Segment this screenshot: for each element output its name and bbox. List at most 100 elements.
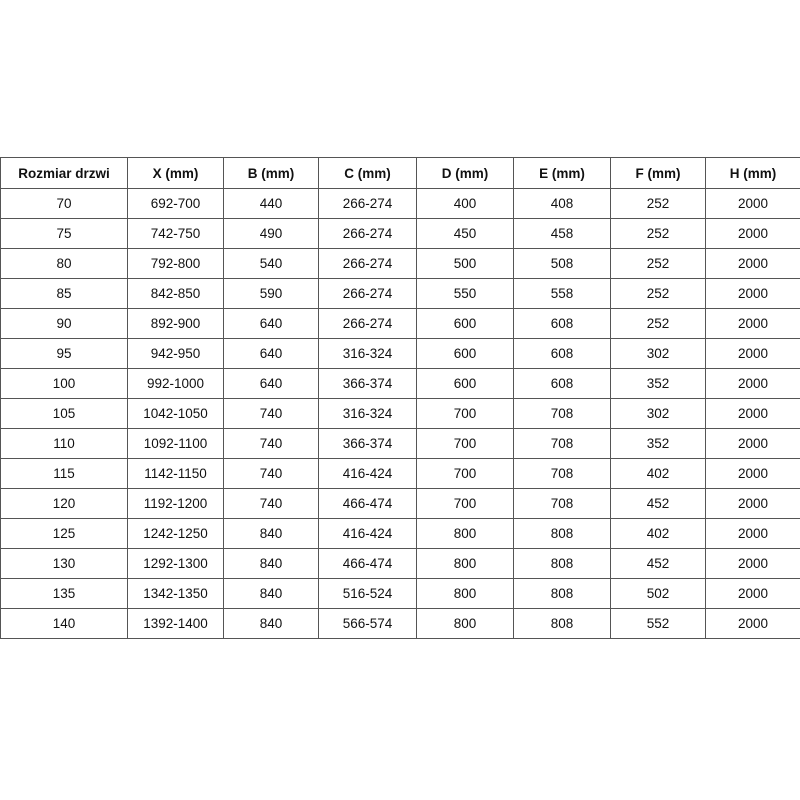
table-cell: 2000 [705, 608, 800, 639]
table-cell: 740 [223, 428, 319, 459]
table-cell: 2000 [705, 548, 800, 579]
table-cell: 302 [610, 338, 706, 369]
table-cell: 840 [223, 608, 319, 639]
table-cell: 402 [610, 458, 706, 489]
table-cell: 740 [223, 398, 319, 429]
table-cell: 1292-1300 [127, 548, 224, 579]
table-cell: 75 [0, 218, 128, 249]
table-cell: 140 [0, 608, 128, 639]
table-cell: 1192-1200 [127, 488, 224, 519]
table-cell: 842-850 [127, 278, 224, 309]
table-row: 75 742-750 490 266-274 450 458 252 2000 [0, 218, 800, 249]
table-cell: 266-274 [318, 278, 417, 309]
table-cell: 708 [513, 488, 611, 519]
table-cell: 402 [610, 518, 706, 549]
table-cell: 692-700 [127, 188, 224, 219]
column-header: H (mm) [705, 157, 800, 189]
table-cell: 1342-1350 [127, 578, 224, 609]
table-cell: 840 [223, 578, 319, 609]
table-cell: 266-274 [318, 308, 417, 339]
table-row: 135 1342-1350 840 516-524 800 808 502 2000 [0, 578, 800, 609]
table-cell: 130 [0, 548, 128, 579]
table-cell: 366-374 [318, 368, 417, 399]
table-cell: 508 [513, 248, 611, 279]
table-cell: 90 [0, 308, 128, 339]
table-cell: 942-950 [127, 338, 224, 369]
table-cell: 100 [0, 368, 128, 399]
table-cell: 452 [610, 488, 706, 519]
table-row: 80 792-800 540 266-274 500 508 252 2000 [0, 248, 800, 279]
table-cell: 450 [416, 218, 514, 249]
table-cell: 590 [223, 278, 319, 309]
table-cell: 840 [223, 548, 319, 579]
table-cell: 408 [513, 188, 611, 219]
table-cell: 608 [513, 368, 611, 399]
table-cell: 540 [223, 248, 319, 279]
table-cell: 708 [513, 398, 611, 429]
table-cell: 708 [513, 458, 611, 489]
table-row: 125 1242-1250 840 416-424 800 808 402 2000 [0, 518, 800, 549]
table-cell: 316-324 [318, 398, 417, 429]
table-cell: 110 [0, 428, 128, 459]
header-row: Rozmiar drzwi X (mm) B (mm) C (mm) D (mm) E (… [0, 157, 800, 189]
table-cell: 400 [416, 188, 514, 219]
table-cell: 85 [0, 278, 128, 309]
table-cell: 266-274 [318, 248, 417, 279]
column-header: D (mm) [416, 157, 514, 189]
table-cell: 452 [610, 548, 706, 579]
column-header: Rozmiar drzwi [0, 157, 128, 189]
table-row: 95 942-950 640 316-324 600 608 302 2000 [0, 338, 800, 369]
table-cell: 1042-1050 [127, 398, 224, 429]
table-row: 130 1292-1300 840 466-474 800 808 452 2000 [0, 548, 800, 579]
table-cell: 558 [513, 278, 611, 309]
table-cell: 800 [416, 548, 514, 579]
table-row: 90 892-900 640 266-274 600 608 252 2000 [0, 308, 800, 339]
table-cell: 2000 [705, 368, 800, 399]
table-cell: 125 [0, 518, 128, 549]
table-cell: 316-324 [318, 338, 417, 369]
table-cell: 2000 [705, 248, 800, 279]
table-cell: 1242-1250 [127, 518, 224, 549]
table-cell: 440 [223, 188, 319, 219]
table-cell: 608 [513, 308, 611, 339]
table-row: 100 992-1000 640 366-374 600 608 352 2000 [0, 368, 800, 399]
table-cell: 366-374 [318, 428, 417, 459]
table-cell: 808 [513, 548, 611, 579]
table-cell: 2000 [705, 278, 800, 309]
table-cell: 2000 [705, 458, 800, 489]
table-cell: 120 [0, 488, 128, 519]
table-row: 70 692-700 440 266-274 400 408 252 2000 [0, 188, 800, 219]
table-cell: 1142-1150 [127, 458, 224, 489]
table-cell: 700 [416, 428, 514, 459]
table-cell: 708 [513, 428, 611, 459]
table-cell: 640 [223, 308, 319, 339]
table-cell: 792-800 [127, 248, 224, 279]
table-cell: 600 [416, 368, 514, 399]
table-cell: 266-274 [318, 218, 417, 249]
table-cell: 700 [416, 398, 514, 429]
table-cell: 808 [513, 608, 611, 639]
table-cell: 252 [610, 188, 706, 219]
table-cell: 252 [610, 218, 706, 249]
table-cell: 2000 [705, 578, 800, 609]
table-cell: 70 [0, 188, 128, 219]
table-cell: 2000 [705, 488, 800, 519]
table-cell: 800 [416, 608, 514, 639]
column-header: C (mm) [318, 157, 417, 189]
dimensions-table: Rozmiar drzwi X (mm) B (mm) C (mm) D (mm) E (… [0, 157, 800, 639]
table-cell: 95 [0, 338, 128, 369]
table-cell: 700 [416, 488, 514, 519]
table-cell: 466-474 [318, 548, 417, 579]
column-header: X (mm) [127, 157, 224, 189]
table-cell: 2000 [705, 308, 800, 339]
table-cell: 742-750 [127, 218, 224, 249]
table-cell: 490 [223, 218, 319, 249]
table-row: 105 1042-1050 740 316-324 700 708 302 2000 [0, 398, 800, 429]
table-cell: 266-274 [318, 188, 417, 219]
table-cell: 700 [416, 458, 514, 489]
table-cell: 2000 [705, 518, 800, 549]
table-cell: 808 [513, 578, 611, 609]
table-cell: 416-424 [318, 518, 417, 549]
table-cell: 740 [223, 458, 319, 489]
table-row: 140 1392-1400 840 566-574 800 808 552 2000 [0, 608, 800, 639]
